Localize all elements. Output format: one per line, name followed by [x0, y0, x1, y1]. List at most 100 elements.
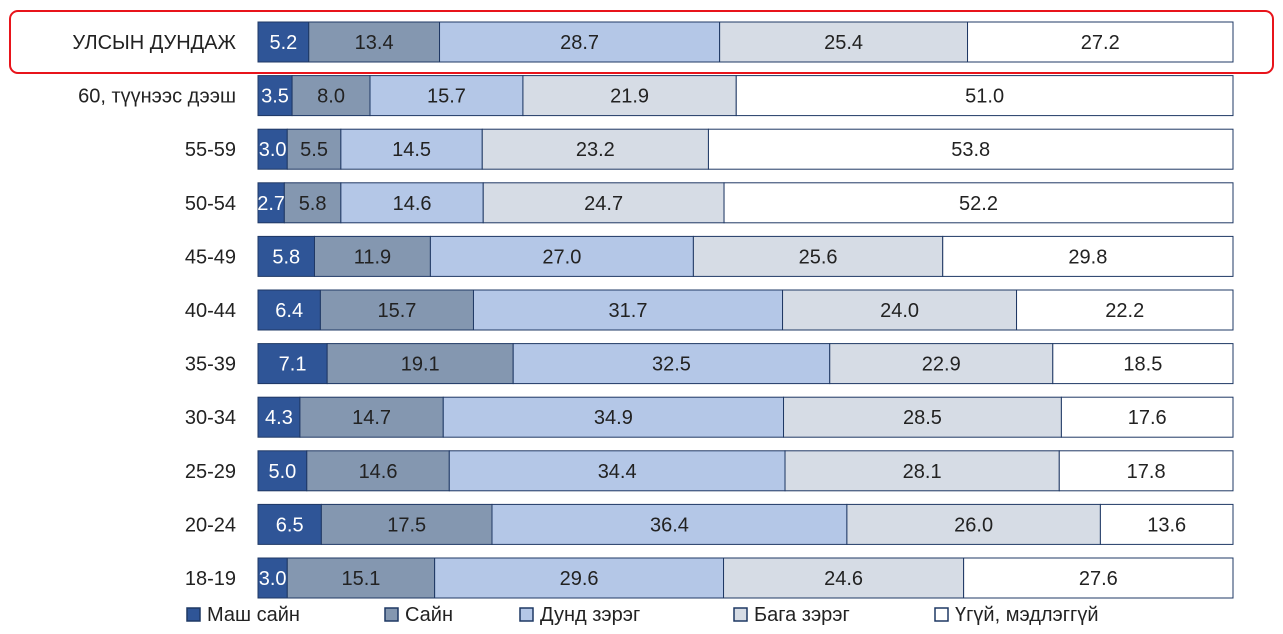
bar-segment-маш-сайн [257, 235, 315, 277]
bar-segment-бага-зэрэг [692, 235, 944, 277]
data-label: 15.7 [377, 300, 416, 322]
bar-segment-бага-зэрэг [522, 75, 737, 117]
data-label: 27.2 [1081, 32, 1120, 54]
data-label: 14.6 [393, 193, 432, 215]
bar-segment-сайн [308, 21, 441, 63]
data-label: 25.6 [799, 246, 838, 268]
category-label: 18-19 [185, 568, 236, 590]
bar-segment-маш-сайн [257, 450, 308, 492]
data-label: 14.7 [352, 407, 391, 429]
bar-segment-сайн [319, 289, 474, 331]
bar-segment-бага-зэрэг [846, 503, 1101, 545]
bar-segment-сайн [286, 557, 436, 599]
data-label: 23.2 [576, 139, 615, 161]
data-label: 24.0 [880, 300, 919, 322]
data-label: 28.1 [903, 461, 942, 483]
bar-segment-сайн [286, 128, 342, 170]
bar-segment-үгүй-мэдлэггүй [1060, 396, 1234, 438]
bar-segment-сайн [306, 450, 450, 492]
data-label: 22.2 [1105, 300, 1144, 322]
legend-label: Маш сайн [207, 604, 300, 626]
category-label: 40-44 [185, 300, 236, 322]
bar-segment-бага-зэрэг [829, 343, 1054, 385]
data-label: 15.7 [427, 86, 466, 108]
legend-swatch [934, 607, 949, 622]
data-label: 5.8 [272, 246, 300, 268]
bar-segment-бага-зэрэг [482, 182, 725, 224]
category-label: УЛСЫН ДУНДАЖ [72, 32, 236, 54]
bar-segment-сайн [313, 235, 431, 277]
data-label: 14.5 [392, 139, 431, 161]
data-label: 6.4 [275, 300, 303, 322]
data-label: 34.9 [594, 407, 633, 429]
data-label: 5.0 [268, 461, 296, 483]
category-label: 30-34 [185, 407, 236, 429]
data-label: 17.6 [1128, 407, 1167, 429]
bar-segment-маш-сайн [257, 343, 328, 385]
bar-segment-бага-зэрэг [783, 396, 1062, 438]
legend-swatch [384, 607, 399, 622]
data-label: 5.8 [299, 193, 327, 215]
bar-segment-бага-зэрэг [784, 450, 1060, 492]
data-label: 22.9 [922, 354, 961, 376]
category-labels: УЛСЫН ДУНДАЖ 60, түүнээс дээш 55-59 50-54 45… [72, 32, 236, 590]
category-label: 35-39 [185, 354, 236, 376]
data-label: 3.5 [261, 86, 289, 108]
data-label: 31.7 [609, 300, 648, 322]
bar-segment-дунд-зэрэг [439, 21, 721, 63]
bar-segment-дунд-зэрэг [442, 396, 785, 438]
legend-label: Үгүй, мэдлэггүй [955, 604, 1099, 626]
data-label: 15.1 [341, 568, 380, 590]
data-label: 27.0 [542, 246, 581, 268]
data-label: 25.4 [824, 32, 863, 54]
bar-segment-сайн [283, 182, 342, 224]
highlight-frame [9, 10, 1274, 74]
bar-segment-дунд-зэрэг [340, 182, 484, 224]
data-label: 21.9 [610, 86, 649, 108]
data-label: 3.0 [259, 139, 287, 161]
bar-segment-үгүй-мэдлэггүй [1016, 289, 1234, 331]
category-label: 60, түүнээс дээш [78, 86, 236, 108]
data-label: 24.7 [584, 193, 623, 215]
data-label: 24.6 [824, 568, 863, 590]
data-label: 27.6 [1079, 568, 1118, 590]
category-label: 55-59 [185, 139, 236, 161]
category-label: 50-54 [185, 193, 236, 215]
data-label: 5.5 [300, 139, 328, 161]
bar-segment-маш-сайн [257, 21, 310, 63]
bar-segment-дунд-зэрэг [429, 235, 694, 277]
legend-label: Бага зэрэг [754, 604, 850, 626]
bar-segment-үгүй-мэдлэггүй [963, 557, 1234, 599]
data-label: 14.6 [359, 461, 398, 483]
category-label: 20-24 [185, 514, 236, 536]
bar-segment-дунд-зэрэг [448, 450, 786, 492]
bar-segment-сайн [299, 396, 444, 438]
bars-group: 5.2 13.4 28.7 25.4 27.2 3.5 8.0 15.7 21.9 51.0 3.0… [9, 10, 1274, 599]
legend-swatch [519, 607, 534, 622]
bar-segment-дунд-зэрэг [512, 343, 831, 385]
data-label: 52.2 [959, 193, 998, 215]
data-label: 17.5 [387, 514, 426, 536]
data-label: 32.5 [652, 354, 691, 376]
category-label: 45-49 [185, 246, 236, 268]
data-label: 28.5 [903, 407, 942, 429]
data-label: 7.1 [279, 354, 307, 376]
data-label: 53.8 [951, 139, 990, 161]
data-label: 13.4 [355, 32, 394, 54]
data-label: 26.0 [954, 514, 993, 536]
bar-segment-маш-сайн [257, 503, 322, 545]
data-label: 11.9 [354, 246, 391, 268]
legend: Маш сайн Сайн Дунд зэрэг Бага зэрэг Үгүй, мэ… [186, 604, 1099, 626]
data-label: 8.0 [317, 86, 345, 108]
category-label: 25-29 [185, 461, 236, 483]
data-label: 3.0 [259, 568, 287, 590]
data-label: 36.4 [650, 514, 689, 536]
legend-label: Дунд зэрэг [540, 604, 640, 626]
bar-segment-бага-зэрэг [481, 128, 709, 170]
data-label: 6.5 [276, 514, 304, 536]
data-label: 4.3 [265, 407, 293, 429]
data-label: 19.1 [401, 354, 440, 376]
legend-swatch [733, 607, 748, 622]
data-label: 5.2 [269, 32, 297, 54]
